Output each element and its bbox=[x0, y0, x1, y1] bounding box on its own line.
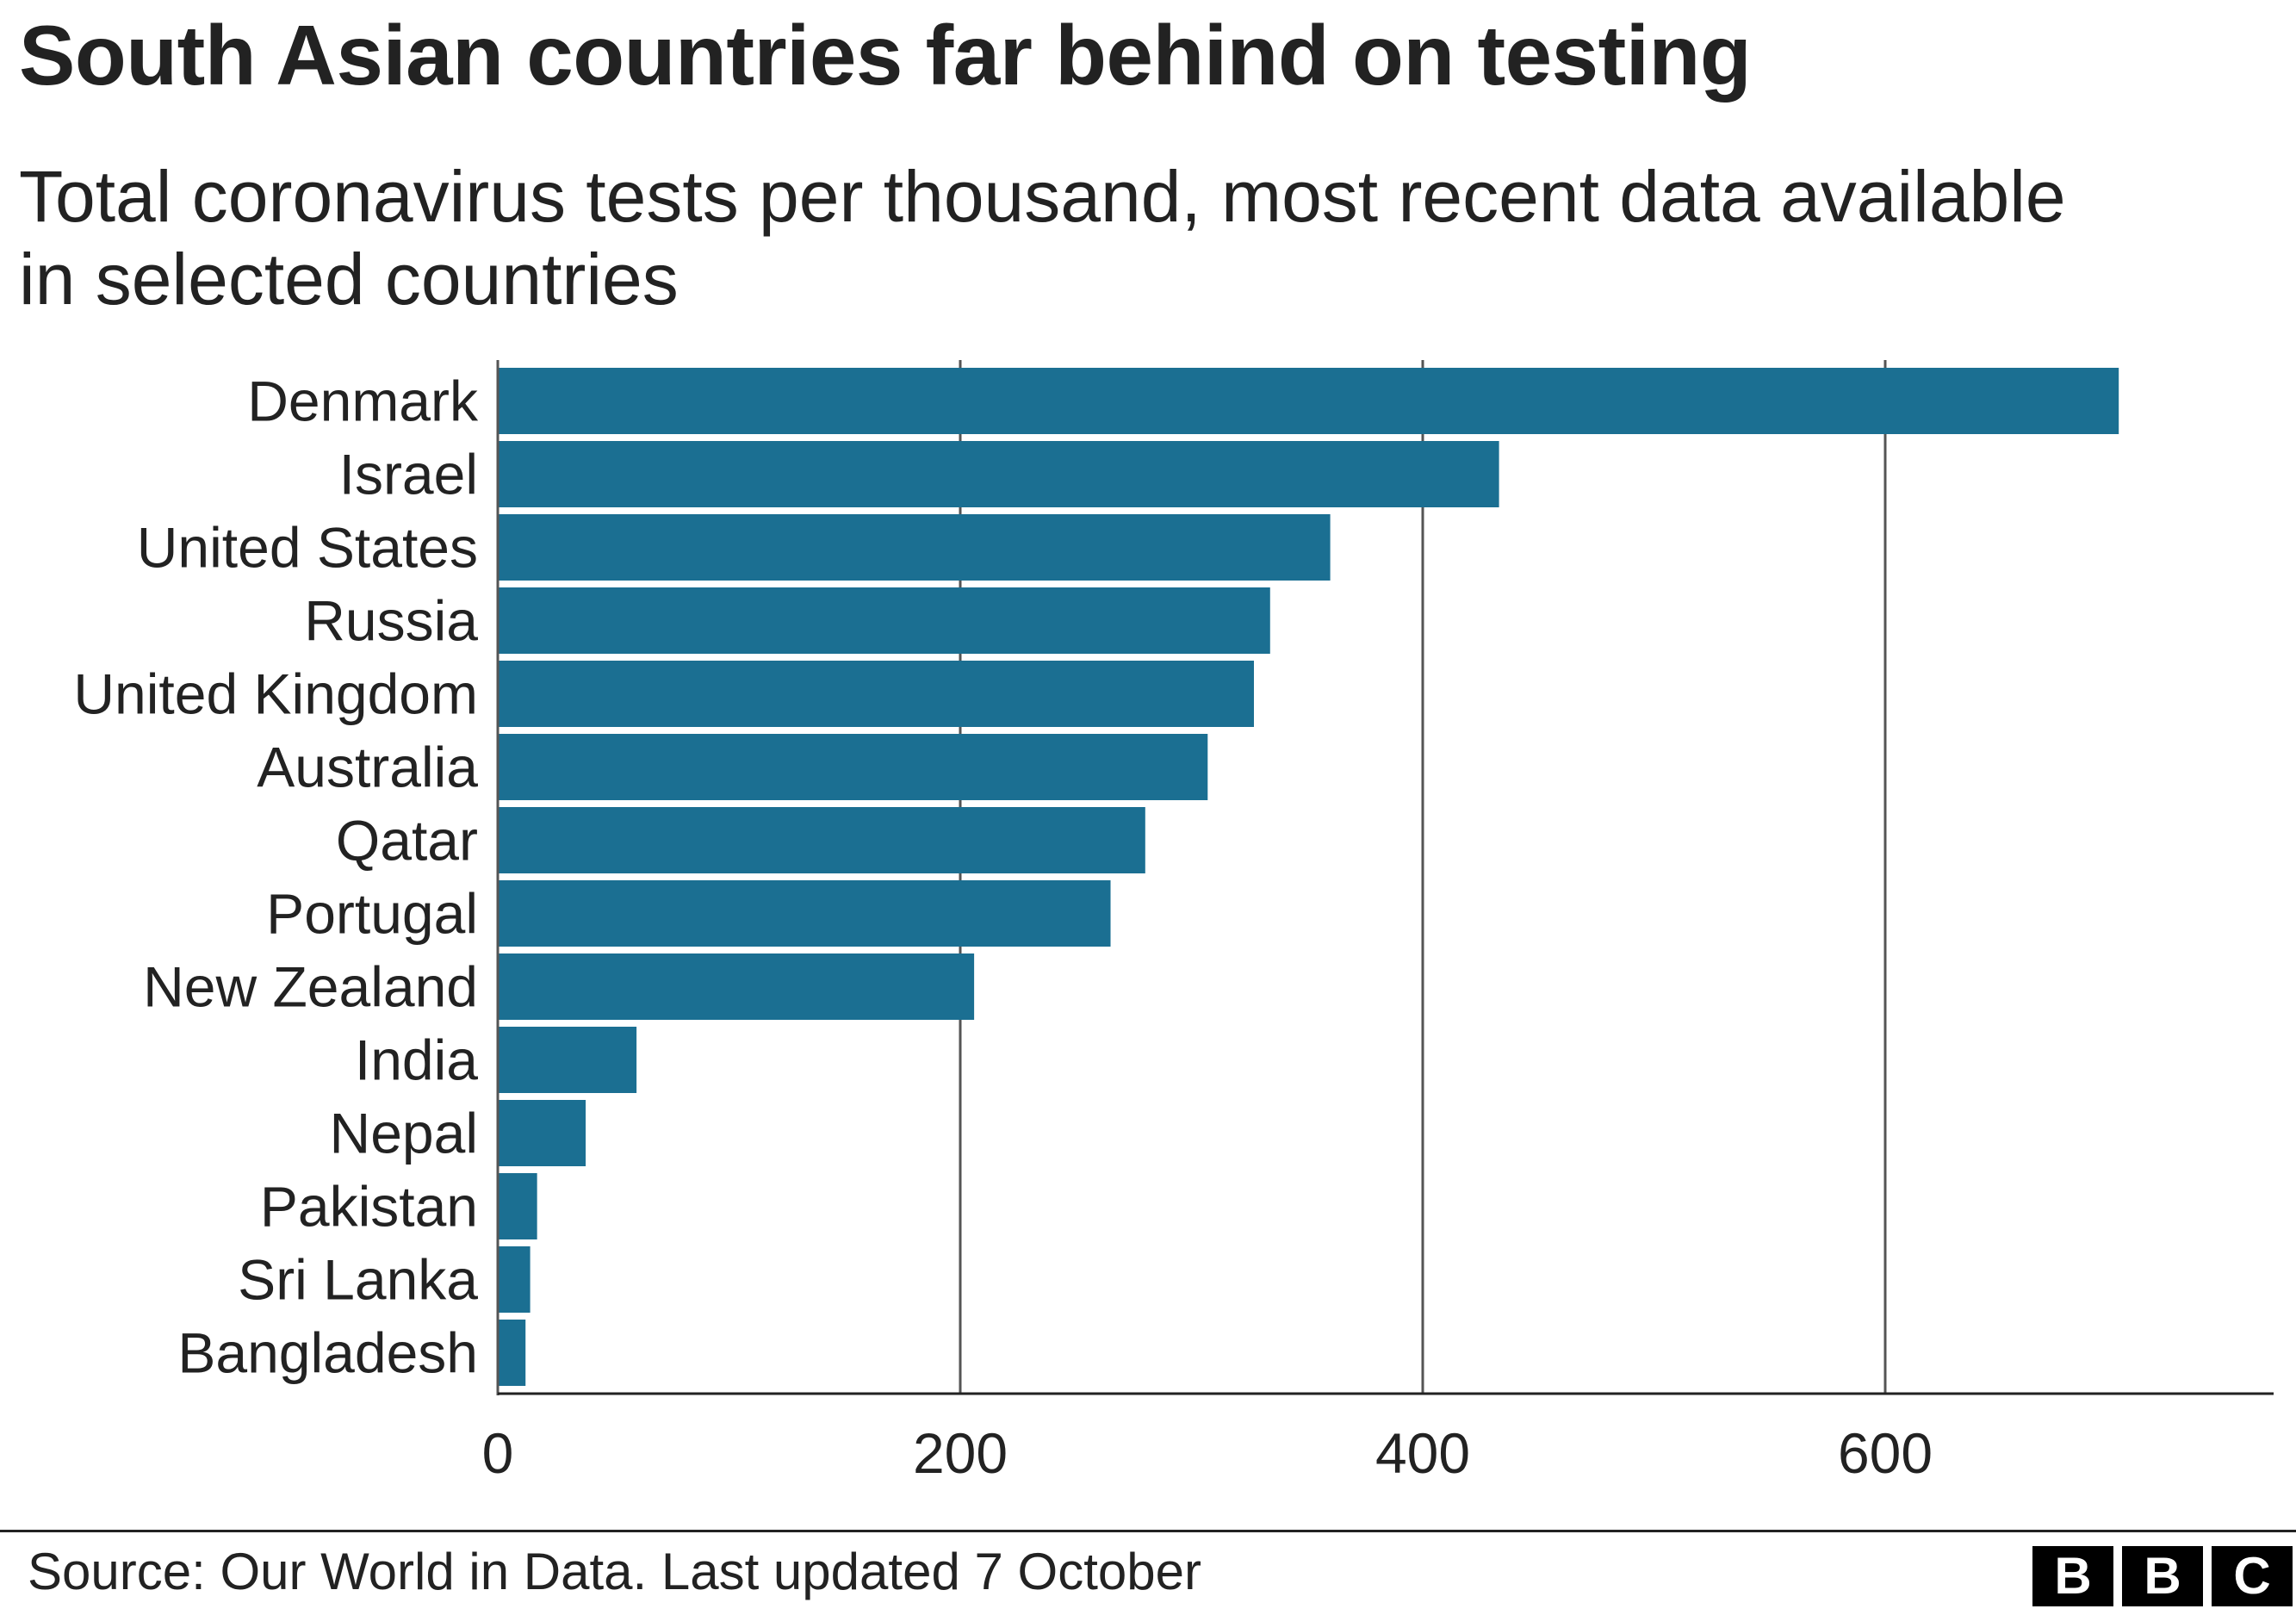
category-label: Qatar bbox=[336, 809, 478, 873]
bar bbox=[498, 807, 1145, 873]
x-tick-label: 200 bbox=[913, 1421, 1008, 1485]
category-label: Australia bbox=[257, 736, 478, 799]
category-label: Bangladesh bbox=[177, 1321, 478, 1385]
bar bbox=[498, 514, 1331, 581]
bar bbox=[498, 1173, 537, 1239]
category-label: Portugal bbox=[266, 882, 478, 946]
bar bbox=[498, 587, 1270, 654]
chart-subtitle: Total coronavirus tests per thousand, mo… bbox=[19, 156, 2066, 320]
bar bbox=[498, 441, 1499, 507]
x-tick-label: 600 bbox=[1838, 1421, 1933, 1485]
category-label: India bbox=[355, 1028, 478, 1092]
bar bbox=[498, 1320, 526, 1386]
bar bbox=[498, 1027, 637, 1093]
bbc-logo-letter: B bbox=[2122, 1546, 2203, 1606]
bar bbox=[498, 368, 2119, 434]
bbc-logo-letter: B bbox=[2032, 1546, 2113, 1606]
bars bbox=[498, 368, 2119, 1386]
bar bbox=[498, 880, 1111, 947]
bar bbox=[498, 1246, 531, 1313]
bar bbox=[498, 734, 1208, 800]
bar-chart: Denmark Israel United States Russia United K… bbox=[73, 360, 2274, 1485]
category-label: Russia bbox=[304, 589, 478, 653]
x-tick-labels: 0 200 400 600 bbox=[482, 1421, 1933, 1485]
category-label: Nepal bbox=[330, 1102, 478, 1165]
category-label: Denmark bbox=[247, 370, 479, 433]
category-label: Pakistan bbox=[260, 1175, 478, 1239]
x-tick-label: 0 bbox=[482, 1421, 514, 1485]
bbc-logo-letter: C bbox=[2212, 1546, 2293, 1606]
category-labels: Denmark Israel United States Russia United K… bbox=[73, 370, 479, 1385]
bar bbox=[498, 1100, 586, 1166]
source-note: Source: Our World in Data. Last updated … bbox=[28, 1543, 1201, 1600]
category-label: Israel bbox=[339, 443, 478, 506]
category-label: New Zealand bbox=[143, 955, 478, 1019]
bbc-logo: B B C bbox=[2032, 1546, 2293, 1606]
axes bbox=[496, 360, 2274, 1395]
bar bbox=[498, 661, 1254, 727]
category-label: Sri Lanka bbox=[238, 1248, 478, 1312]
x-tick-label: 400 bbox=[1375, 1421, 1470, 1485]
footer-divider bbox=[0, 1530, 2296, 1532]
chart-title: South Asian countries far behind on test… bbox=[19, 8, 1752, 102]
bar bbox=[498, 953, 975, 1020]
category-label: United Kingdom bbox=[73, 662, 478, 726]
category-label: United States bbox=[137, 516, 478, 580]
